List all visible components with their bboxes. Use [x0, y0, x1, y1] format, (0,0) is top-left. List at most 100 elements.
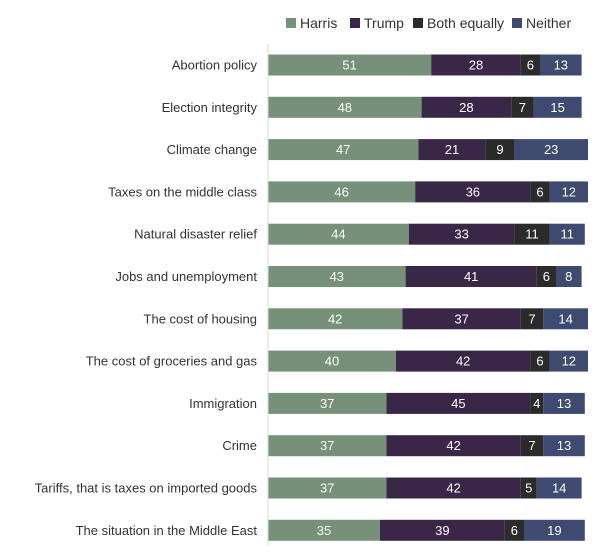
bar-segment-both-equally [530, 350, 550, 372]
bar-row: 47 21 9 23 [268, 139, 588, 161]
bar-segment-harris [268, 266, 406, 287]
bar-segment-neither [549, 350, 588, 372]
legend-swatch [286, 18, 296, 28]
bar-segment-harris [268, 139, 419, 161]
bar-row: 42 37 7 14 [268, 308, 588, 330]
bar-segment-neither [514, 139, 588, 161]
data-label-neither: 15 [550, 100, 564, 115]
category-label: Taxes on the middle class [108, 184, 257, 199]
data-label-harris: 40 [325, 354, 339, 369]
bar-segment-trump [386, 477, 521, 499]
legend-swatch [350, 18, 360, 28]
category-label: The cost of housing [144, 311, 257, 326]
bar-segment-both-equally [530, 392, 544, 414]
data-label-harris: 47 [336, 142, 350, 157]
category-label: Crime [222, 438, 257, 453]
bar-segment-trump [386, 392, 531, 414]
category-label: Election integrity [162, 100, 258, 115]
legend-item-trump: Trump [350, 15, 404, 31]
bar-row: 46 36 6 12 [268, 181, 588, 203]
bar-segment-trump [396, 350, 531, 372]
data-label-harris: 37 [320, 438, 334, 453]
legend-label: Trump [364, 15, 404, 31]
data-label-both-equally: 6 [527, 58, 534, 73]
category-label: Immigration [189, 396, 257, 411]
bar-segment-both-equally [520, 54, 540, 76]
bar-segment-neither [543, 308, 588, 330]
bar-segment-trump [402, 308, 521, 330]
data-label-harris: 46 [334, 184, 348, 199]
bar-segment-harris [268, 392, 387, 414]
data-label-both-equally: 9 [496, 142, 503, 157]
bar-segment-neither [533, 96, 582, 118]
bar-row: 48 28 7 15 [268, 96, 582, 118]
legend-item-harris: Harris [286, 15, 337, 31]
data-label-both-equally: 6 [511, 523, 518, 538]
data-label-both-equally: 6 [536, 354, 543, 369]
data-label-neither: 12 [562, 184, 576, 199]
data-label-both-equally: 11 [525, 227, 539, 242]
data-label-neither: 13 [554, 58, 568, 73]
bar-segment-harris [268, 308, 403, 330]
data-label-neither: 12 [562, 354, 576, 369]
category-label: Tariffs, that is taxes on imported goods [35, 481, 258, 496]
bar-segment-both-equally [536, 266, 556, 287]
data-label-trump: 42 [456, 354, 470, 369]
category-label: Jobs and unemployment [115, 269, 257, 284]
bar-segment-trump [386, 435, 521, 457]
category-label: The cost of groceries and gas [86, 354, 258, 369]
data-label-harris: 44 [331, 227, 345, 242]
data-label-both-equally: 7 [528, 311, 535, 326]
data-label-trump: 39 [435, 523, 449, 538]
legend-swatch [512, 18, 522, 28]
data-label-neither: 13 [557, 438, 571, 453]
category-label: Abortion policy [172, 58, 258, 73]
data-label-neither: 11 [560, 227, 574, 242]
data-label-both-equally: 6 [536, 184, 543, 199]
data-label-harris: 51 [342, 58, 356, 73]
data-label-trump: 28 [459, 100, 473, 115]
category-label: Natural disaster relief [134, 227, 257, 242]
data-label-neither: 19 [547, 523, 561, 538]
legend-label: Neither [526, 15, 571, 31]
chart-legend: Harris Trump Both equally Neither [286, 15, 571, 31]
bar-row: 37 45 4 13 [268, 392, 585, 414]
data-label-neither: 14 [558, 311, 572, 326]
bar-row: 35 39 6 19 [268, 519, 585, 541]
legend-item-both-equally: Both equally [413, 15, 504, 31]
data-label-both-equally: 5 [525, 481, 532, 496]
bar-segment-both-equally [530, 181, 550, 203]
data-label-harris: 42 [328, 311, 342, 326]
bar-segment-harris [268, 96, 422, 118]
data-label-trump: 21 [445, 142, 459, 157]
bar-segment-neither [540, 54, 582, 76]
data-label-both-equally: 7 [519, 100, 526, 115]
bar-segment-neither [549, 181, 588, 203]
data-label-trump: 37 [454, 311, 468, 326]
category-label: Climate change [167, 142, 257, 157]
data-label-trump: 41 [464, 269, 478, 284]
bar-segment-both-equally [520, 477, 537, 499]
bar-row: 40 42 6 12 [268, 350, 588, 372]
data-label-harris: 35 [317, 523, 331, 538]
legend-label: Harris [300, 15, 337, 31]
legend-swatch [413, 18, 423, 28]
data-label-both-equally: 6 [543, 269, 550, 284]
bar-segment-trump [431, 54, 521, 76]
data-label-trump: 42 [446, 438, 460, 453]
bar-segment-harris [268, 54, 432, 76]
bar-segment-harris [268, 477, 387, 499]
data-label-harris: 37 [320, 396, 334, 411]
bar-segment-harris [268, 350, 396, 372]
bar-segment-trump [380, 519, 505, 541]
bar-row: 43 41 6 8 [268, 266, 582, 287]
bar-segment-trump [408, 223, 515, 245]
bar-segment-neither [536, 477, 582, 499]
data-label-harris: 37 [320, 481, 334, 496]
data-label-both-equally: 7 [528, 438, 535, 453]
bar-row: 37 42 7 13 [268, 435, 585, 457]
bar-segment-neither [543, 435, 585, 457]
data-label-neither: 14 [552, 481, 566, 496]
